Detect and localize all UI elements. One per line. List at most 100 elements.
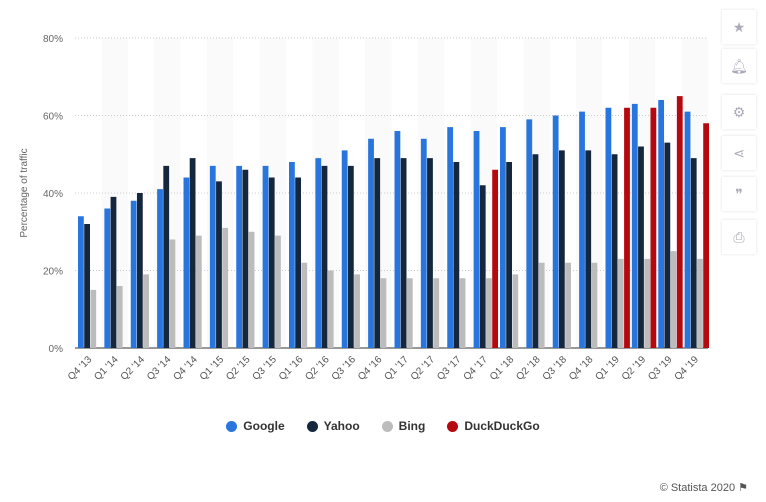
x-tick-label: Q1 '19 <box>593 354 622 383</box>
x-tick-label: Q2 '17 <box>409 354 438 383</box>
bar-google <box>209 165 216 348</box>
bar-google <box>447 127 454 348</box>
bar-google <box>500 127 506 348</box>
bar-yahoo <box>400 158 407 348</box>
bar-yahoo <box>611 154 618 348</box>
bar-duckduckgo <box>492 169 499 348</box>
bar-bing <box>512 274 519 348</box>
y-tick-label: 0% <box>49 344 64 355</box>
bar-bing <box>90 289 97 348</box>
bar-bing <box>670 251 677 348</box>
share-icon[interactable]: ⋖ <box>722 136 756 170</box>
bar-yahoo <box>110 196 117 348</box>
legend: Google Yahoo Bing DuckDuckGo <box>0 419 766 433</box>
bar-google <box>289 162 295 348</box>
bar-yahoo <box>321 165 328 348</box>
bar-yahoo <box>585 150 592 348</box>
x-tick-label: Q4 '19 <box>673 354 702 383</box>
x-tick-label: Q2 '14 <box>119 354 148 383</box>
x-tick-label: Q2 '16 <box>303 354 332 383</box>
x-tick-label: Q3 '15 <box>251 354 280 383</box>
star-icon[interactable]: ★ <box>722 10 756 44</box>
bar-google <box>658 100 665 348</box>
bar-yahoo <box>216 181 222 348</box>
bar-bing <box>406 278 413 348</box>
x-tick-label: Q3 '17 <box>435 354 464 383</box>
bar-duckduckgo <box>703 123 710 348</box>
flag-icon[interactable]: ⚑ <box>738 482 748 494</box>
bar-bing <box>565 262 571 348</box>
bar-yahoo <box>84 224 90 348</box>
x-tick-label: Q2 '18 <box>514 354 543 383</box>
bar-yahoo <box>268 177 275 348</box>
x-tick-label: Q2 '19 <box>620 354 649 383</box>
bar-yahoo <box>558 150 565 348</box>
legend-label: DuckDuckGo <box>464 419 540 433</box>
bar-bing <box>433 278 440 348</box>
bar-yahoo <box>453 162 460 348</box>
x-tick-label: Q3 '18 <box>541 354 570 383</box>
x-tick-label: Q4 '14 <box>171 354 200 383</box>
bell-icon[interactable]: 🔔︎ <box>722 49 756 83</box>
bar-yahoo <box>427 158 433 348</box>
bar-yahoo <box>479 185 486 348</box>
x-tick-label: Q4 '17 <box>462 354 491 383</box>
legend-item-yahoo[interactable]: Yahoo <box>306 419 360 433</box>
y-tick-label: 60% <box>43 112 63 123</box>
legend-item-duckduckgo[interactable]: DuckDuckGo <box>447 419 540 433</box>
bar-yahoo <box>163 165 170 348</box>
bar-yahoo <box>374 158 381 348</box>
x-tick-label: Q3 '16 <box>330 354 359 383</box>
bar-yahoo <box>347 165 354 348</box>
bar-bing <box>143 274 149 348</box>
bar-google <box>684 111 691 348</box>
legend-label: Google <box>243 419 285 433</box>
bar-bing <box>591 262 598 348</box>
legend-item-google[interactable]: Google <box>226 419 285 433</box>
bar-yahoo <box>664 142 671 348</box>
bar-bing <box>538 262 545 348</box>
quote-icon[interactable]: ❞ <box>722 177 756 211</box>
bar-bing <box>116 286 123 348</box>
bar-yahoo <box>189 158 196 348</box>
bar-google <box>526 119 533 348</box>
bar-google <box>78 216 84 348</box>
x-tick-label: Q3 '19 <box>646 354 675 383</box>
bar-bing <box>486 278 492 348</box>
y-tick-label: 80% <box>43 34 63 45</box>
bar-bing <box>275 235 281 348</box>
y-tick-label: 20% <box>43 267 63 278</box>
bar-bing <box>459 278 466 348</box>
print-icon[interactable]: ⎙ <box>722 220 756 254</box>
legend-label: Bing <box>398 419 426 433</box>
footer: © Statista 2020 ⚑ <box>660 481 748 494</box>
x-tick-label: Q3 '14 <box>145 354 174 383</box>
bar-yahoo <box>242 169 249 348</box>
bar-yahoo <box>638 146 644 348</box>
bar-google <box>341 150 348 348</box>
bar-google <box>157 189 163 348</box>
gear-icon[interactable]: ⚙ <box>722 95 756 129</box>
x-tick-label: Q2 '15 <box>224 354 253 383</box>
bar-bing <box>169 239 176 348</box>
legend-label: Yahoo <box>323 419 360 433</box>
legend-item-bing[interactable]: Bing <box>381 419 426 433</box>
bar-google <box>183 177 190 348</box>
x-tick-label: Q1 '14 <box>92 354 121 383</box>
bar-yahoo <box>690 158 697 348</box>
x-tick-label: Q1 '15 <box>198 354 227 383</box>
bar-duckduckgo <box>650 107 657 348</box>
bar-google <box>631 103 638 348</box>
x-tick-label: Q4 '13 <box>66 354 95 383</box>
bar-google <box>394 131 401 348</box>
bar-google <box>130 200 137 348</box>
bar-google <box>368 138 374 348</box>
bar-bing <box>222 227 229 348</box>
bar-google <box>579 111 585 348</box>
bar-yahoo <box>506 162 512 348</box>
bar-yahoo <box>532 154 539 348</box>
copyright[interactable]: © Statista 2020 <box>659 482 736 494</box>
bar-google <box>552 115 559 348</box>
bar-bing <box>697 258 703 348</box>
bar-bing <box>354 274 360 348</box>
